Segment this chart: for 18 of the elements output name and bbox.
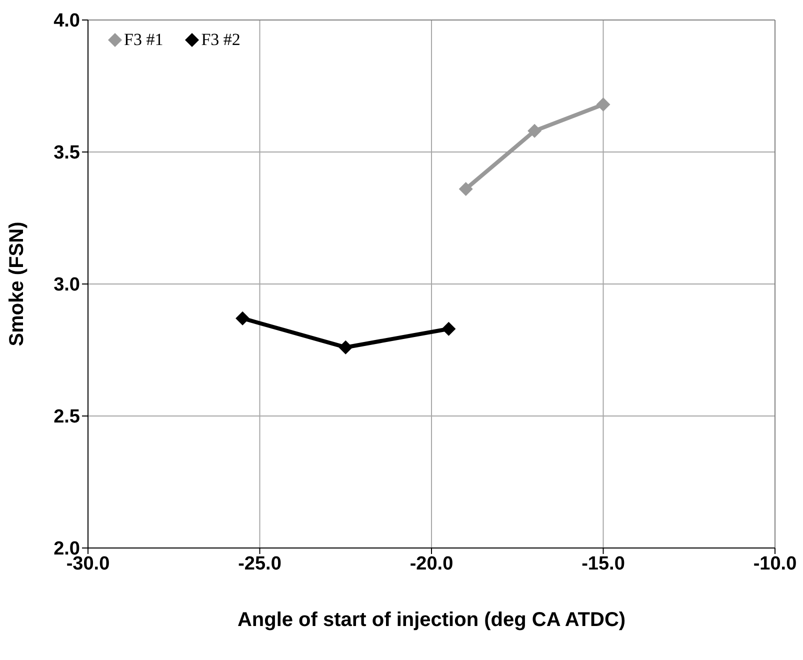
x-tick-label: -10.0 — [753, 553, 797, 574]
y-tick-label: 2.5 — [54, 406, 80, 428]
point — [236, 311, 250, 326]
y-axis-title: Smoke (FSN) — [6, 222, 28, 346]
point — [442, 322, 456, 336]
point — [596, 97, 610, 112]
x-tick-label: -15.0 — [582, 553, 625, 574]
point — [528, 124, 542, 138]
y-tick-label: 3.5 — [54, 142, 80, 164]
y-tick-label: 3.0 — [54, 274, 80, 296]
x-axis-title: Angle of start of injection (deg CA ATDC) — [237, 609, 626, 631]
legend-label: F3 #1 — [124, 30, 164, 50]
point — [458, 182, 473, 196]
y-tick-label: 4.0 — [54, 10, 80, 32]
x-tick-label: -25.0 — [238, 553, 282, 574]
legend-label: F3 #2 — [201, 30, 240, 50]
point — [338, 340, 353, 354]
x-tick-label: -20.0 — [410, 553, 454, 574]
